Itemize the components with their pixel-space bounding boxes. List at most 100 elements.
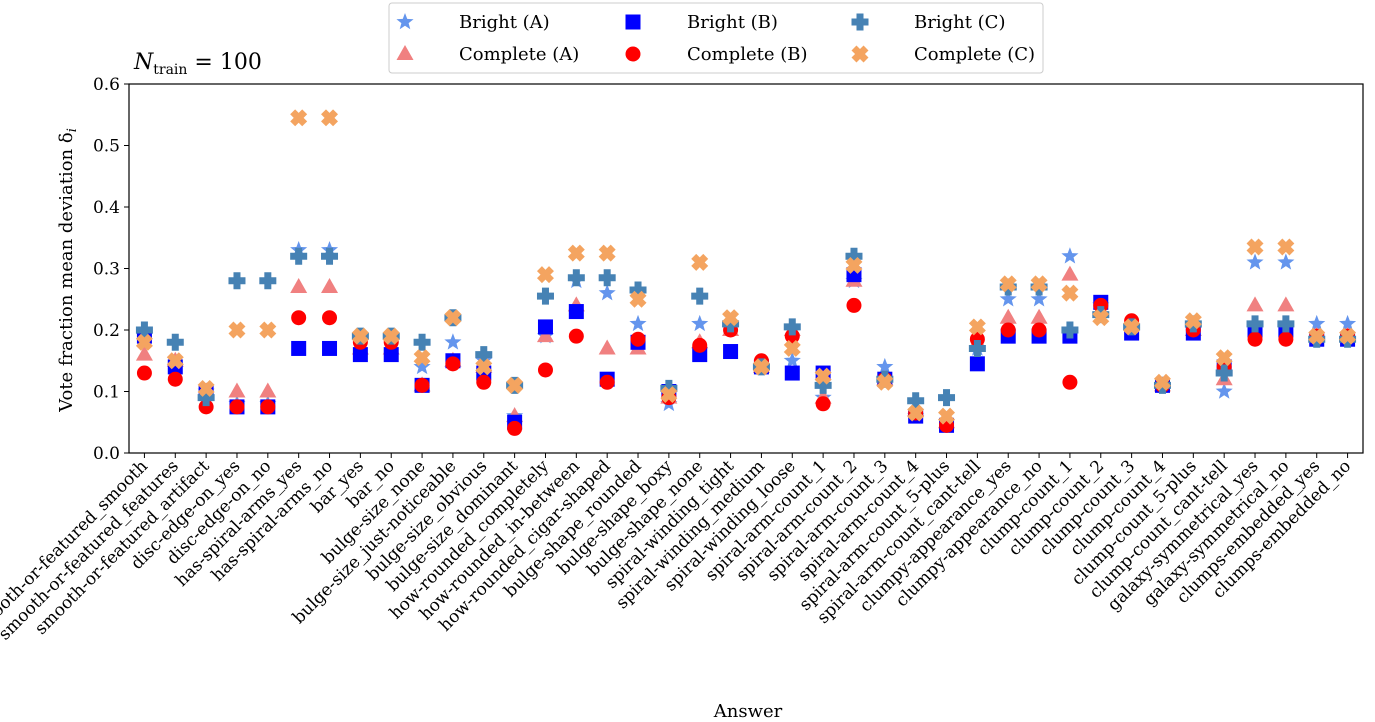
chart-annotation: Ntrain = 100	[133, 50, 262, 78]
data-point	[1153, 373, 1171, 391]
y-tick-label: 0.5	[93, 137, 120, 157]
data-point	[660, 386, 678, 404]
data-point	[783, 339, 801, 357]
data-point	[197, 389, 215, 407]
data-point	[413, 357, 431, 375]
legend-marker	[396, 13, 414, 30]
data-point	[598, 339, 616, 355]
data-point	[567, 244, 585, 262]
data-point	[1278, 331, 1294, 347]
data-point	[938, 389, 956, 407]
data-point	[136, 365, 152, 381]
data-point	[259, 272, 277, 290]
data-point	[197, 379, 215, 397]
data-point	[1277, 253, 1295, 270]
data-point	[414, 377, 430, 393]
data-point	[382, 327, 400, 345]
data-point	[413, 333, 431, 351]
data-point	[599, 374, 615, 390]
series-1	[135, 241, 1357, 430]
data-point	[968, 318, 986, 336]
data-point	[845, 247, 863, 265]
data-point	[1246, 238, 1264, 256]
data-point	[352, 347, 368, 363]
data-point	[321, 247, 339, 265]
legend-marker	[625, 14, 641, 30]
data-point	[1308, 327, 1326, 345]
data-point	[815, 396, 831, 412]
data-point	[846, 297, 862, 313]
data-point	[1215, 349, 1233, 367]
data-point	[259, 321, 277, 339]
data-point	[1246, 253, 1264, 270]
plot-area	[128, 83, 1364, 454]
data-point	[1339, 314, 1357, 332]
data-point	[290, 109, 308, 127]
data-point	[413, 349, 431, 367]
data-point	[291, 340, 307, 356]
data-point	[691, 314, 709, 332]
data-point	[907, 404, 925, 422]
data-point	[1215, 382, 1233, 399]
x-axis-label: Answer	[713, 701, 783, 722]
data-point	[999, 275, 1017, 293]
data-point	[166, 333, 184, 351]
data-point	[351, 327, 369, 345]
data-point	[198, 399, 214, 415]
data-point	[291, 310, 307, 326]
data-point	[322, 310, 338, 326]
legend-frame	[388, 2, 1044, 74]
data-point	[876, 357, 894, 375]
data-point	[723, 344, 739, 360]
data-point	[322, 340, 338, 356]
data-point	[969, 331, 985, 347]
data-point	[722, 315, 740, 333]
data-point	[290, 277, 308, 293]
data-point	[845, 256, 863, 274]
data-point	[383, 347, 399, 363]
data-point	[445, 356, 461, 372]
legend-marker	[396, 45, 414, 60]
data-point	[1215, 364, 1233, 382]
data-point	[999, 308, 1017, 324]
data-point	[1061, 284, 1079, 302]
data-point	[598, 284, 616, 301]
data-point	[1030, 275, 1048, 293]
data-point	[691, 287, 709, 305]
data-point	[814, 367, 832, 385]
data-point	[968, 339, 986, 357]
data-point	[537, 319, 553, 335]
data-point	[722, 309, 740, 327]
data-point	[907, 392, 925, 410]
data-point	[969, 356, 985, 372]
data-point	[1123, 318, 1141, 336]
series-4	[136, 297, 1356, 436]
data-point	[1031, 322, 1047, 338]
data-point	[1061, 265, 1079, 281]
y-tick-label: 0.4	[93, 198, 120, 218]
data-point	[135, 333, 153, 351]
data-point	[1061, 247, 1079, 264]
data-point	[1308, 314, 1326, 332]
data-point	[629, 314, 647, 332]
data-point	[260, 399, 276, 415]
y-tick-label: 0.3	[93, 260, 120, 280]
data-point	[444, 333, 462, 350]
data-point	[1184, 312, 1202, 330]
data-point	[1247, 331, 1263, 347]
plot-frame	[128, 83, 1364, 454]
data-point	[1339, 327, 1357, 345]
data-point	[475, 346, 493, 364]
data-point	[876, 373, 894, 391]
series-2	[135, 265, 1357, 429]
legend-marker	[625, 46, 641, 62]
data-point	[999, 290, 1017, 307]
data-point	[536, 287, 554, 305]
data-point	[290, 247, 308, 265]
data-point	[228, 272, 246, 290]
legend-label: Complete (B)	[687, 44, 808, 65]
y-tick-label: 0.6	[93, 75, 120, 95]
series-5	[135, 247, 1357, 410]
legend: Bright (A) Complete (A) Bright (B) Complete…	[388, 2, 1044, 74]
